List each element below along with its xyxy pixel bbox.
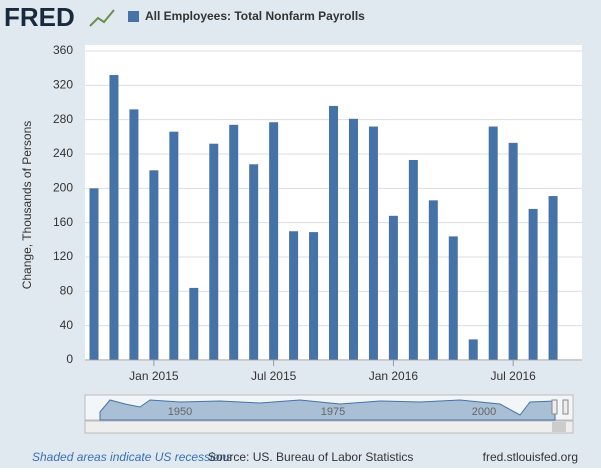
source: Source: US. Bureau of Labor Statistics: [208, 450, 413, 464]
bar: [189, 287, 199, 360]
bar: [329, 105, 339, 360]
bar: [269, 122, 279, 360]
bar: [309, 232, 319, 360]
bar: [289, 231, 299, 360]
navigator: 1950 1975 2000: [84, 394, 574, 434]
legend-label: All Employees: Total Nonfarm Payrolls: [145, 9, 365, 23]
navigator-label: 1975: [321, 406, 345, 418]
bar: [89, 188, 99, 360]
y-tick-label: 200: [53, 181, 73, 195]
navigator-label: 2000: [472, 406, 496, 418]
scrollbar[interactable]: [84, 420, 574, 434]
bar: [388, 215, 398, 360]
y-tick-label: 320: [53, 78, 73, 92]
bar: [528, 208, 538, 360]
scrollbar-thumb[interactable]: [552, 422, 566, 432]
navigator-area: [99, 399, 556, 421]
x-tick-label: Jan 2015: [129, 369, 179, 383]
bar: [129, 109, 139, 360]
bar: [468, 339, 478, 360]
site: fred.stlouisfed.org: [483, 450, 578, 464]
bar: [428, 200, 438, 360]
y-tick-label: 360: [53, 43, 73, 57]
bar: [229, 124, 239, 360]
navigator-handle[interactable]: [562, 399, 569, 415]
bar: [249, 164, 259, 360]
legend-swatch: [128, 11, 139, 22]
bar: [368, 126, 378, 361]
x-tick-label: Jul 2016: [490, 369, 536, 383]
bar: [109, 75, 119, 361]
y-tick-label: 240: [53, 146, 73, 160]
x-tick-label: Jul 2015: [251, 369, 297, 383]
bar: [548, 196, 558, 360]
y-tick-label: 40: [60, 318, 74, 332]
bar: [169, 131, 179, 360]
bar: [488, 126, 498, 361]
bar: [508, 142, 518, 360]
bar: [149, 170, 159, 360]
bar: [408, 160, 418, 360]
y-tick-label: 160: [53, 215, 73, 229]
x-tick-label: Jan 2016: [369, 369, 419, 383]
y-tick-label: 120: [53, 249, 73, 263]
navigator-label: 1950: [168, 406, 192, 418]
navigator-handle[interactable]: [551, 399, 558, 415]
logo-icon: [89, 9, 115, 27]
y-tick-label: 280: [53, 112, 73, 126]
recession-note: Shaded areas indicate US recessions: [32, 450, 232, 464]
logo: FRED: [4, 2, 75, 32]
y-tick-label: 0: [66, 352, 73, 366]
y-axis-label: Change, Thousands of Persons: [20, 121, 34, 290]
y-tick-label: 80: [60, 284, 74, 298]
bar: [209, 143, 219, 360]
bar: [348, 118, 358, 360]
bar: [448, 236, 458, 360]
